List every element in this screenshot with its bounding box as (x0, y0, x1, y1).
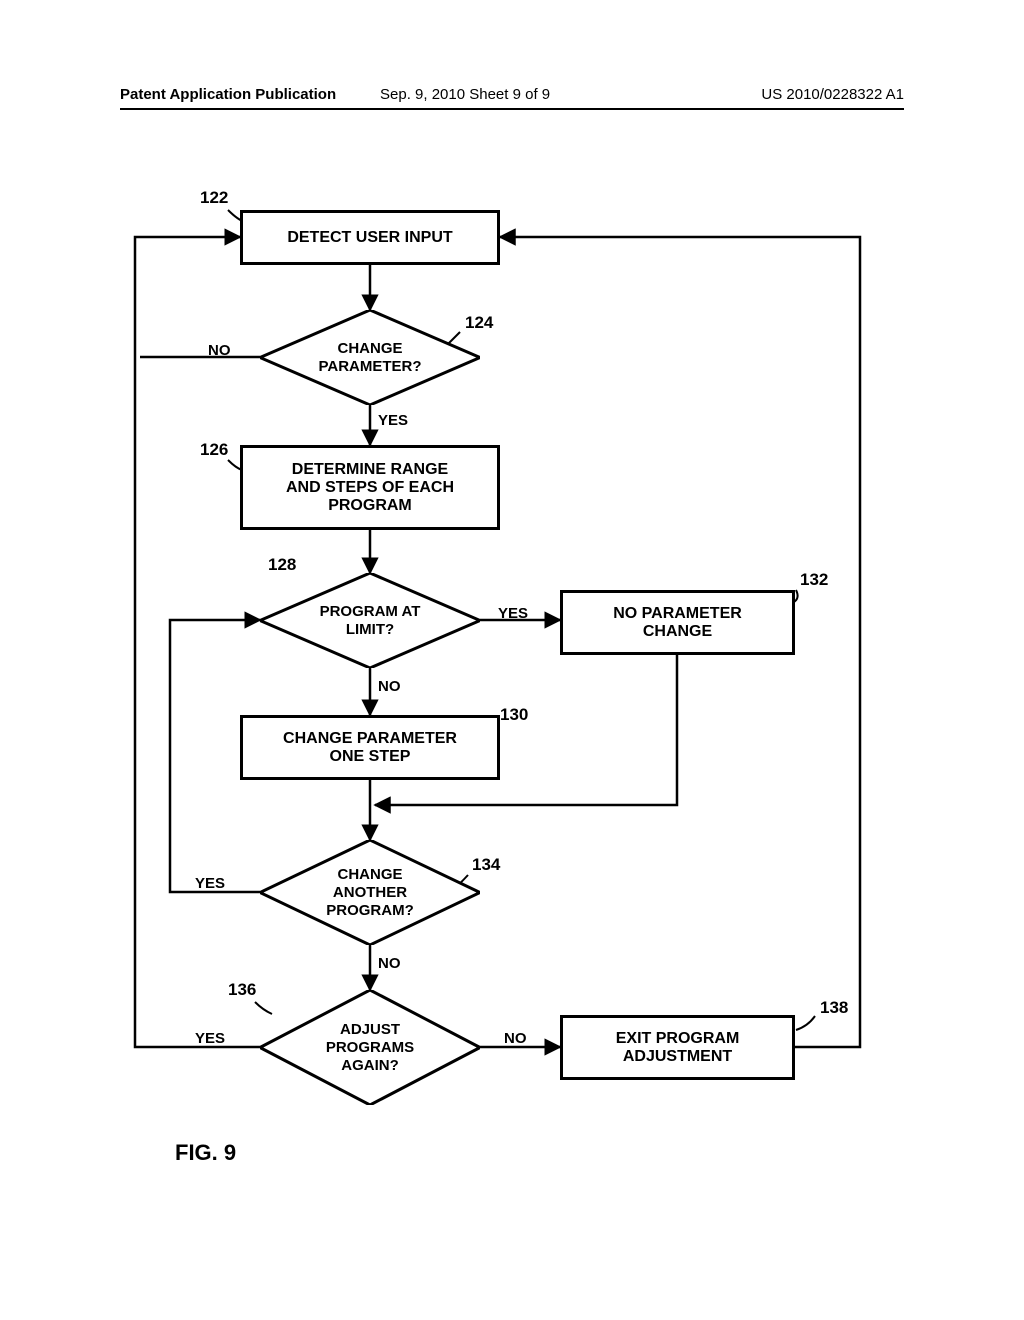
ref-130: 130 (500, 705, 528, 725)
header-right: US 2010/0228322 A1 (761, 86, 904, 103)
node-label: CHANGEANOTHERPROGRAM? (326, 866, 414, 920)
node-label: ADJUSTPROGRAMSAGAIN? (326, 1021, 414, 1075)
node-no-parameter-change: NO PARAMETERCHANGE (560, 590, 795, 655)
node-label: NO PARAMETERCHANGE (613, 605, 742, 641)
figure-caption: FIG. 9 (175, 1140, 236, 1166)
header-center: Sep. 9, 2010 Sheet 9 of 9 (380, 86, 550, 103)
edge-label-no-134: NO (378, 955, 401, 972)
ref-138: 138 (820, 998, 848, 1018)
edge-label-no-128: NO (378, 678, 401, 695)
ref-134: 134 (472, 855, 500, 875)
flowchart: DETECT USER INPUT 122 CHANGEPARAMETER? 1… (120, 180, 904, 1180)
ref-122: 122 (200, 188, 228, 208)
edge-label-yes-124: YES (378, 412, 408, 429)
edge-label-yes-136: YES (195, 1030, 225, 1047)
node-label: DETECT USER INPUT (287, 229, 452, 247)
edge-label-yes-128: YES (498, 605, 528, 622)
node-exit-program-adjustment: EXIT PROGRAMADJUSTMENT (560, 1015, 795, 1080)
ref-126: 126 (200, 440, 228, 460)
ref-124: 124 (465, 313, 493, 333)
node-adjust-programs-again: ADJUSTPROGRAMSAGAIN? (260, 990, 480, 1105)
node-change-parameter: CHANGEPARAMETER? (260, 310, 480, 405)
edge-label-no-124: NO (208, 342, 231, 359)
node-label: CHANGEPARAMETER? (318, 340, 421, 376)
node-program-at-limit: PROGRAM ATLIMIT? (260, 573, 480, 668)
node-determine-range: DETERMINE RANGEAND STEPS OF EACHPROGRAM (240, 445, 500, 530)
edge-label-yes-134: YES (195, 875, 225, 892)
node-label: CHANGE PARAMETERONE STEP (283, 730, 457, 766)
ref-128: 128 (268, 555, 296, 575)
page: Patent Application Publication Sep. 9, 2… (0, 0, 1024, 1320)
edge-label-no-136: NO (504, 1030, 527, 1047)
header-rule (120, 108, 904, 110)
node-detect-user-input: DETECT USER INPUT (240, 210, 500, 265)
node-change-another-program: CHANGEANOTHERPROGRAM? (260, 840, 480, 945)
ref-136: 136 (228, 980, 256, 1000)
node-label: DETERMINE RANGEAND STEPS OF EACHPROGRAM (286, 461, 454, 515)
node-change-parameter-one-step: CHANGE PARAMETERONE STEP (240, 715, 500, 780)
node-label: PROGRAM ATLIMIT? (320, 603, 421, 639)
page-header: Patent Application Publication Sep. 9, 2… (0, 86, 1024, 110)
ref-132: 132 (800, 570, 828, 590)
node-label: EXIT PROGRAMADJUSTMENT (616, 1030, 740, 1066)
header-left: Patent Application Publication (120, 86, 336, 103)
